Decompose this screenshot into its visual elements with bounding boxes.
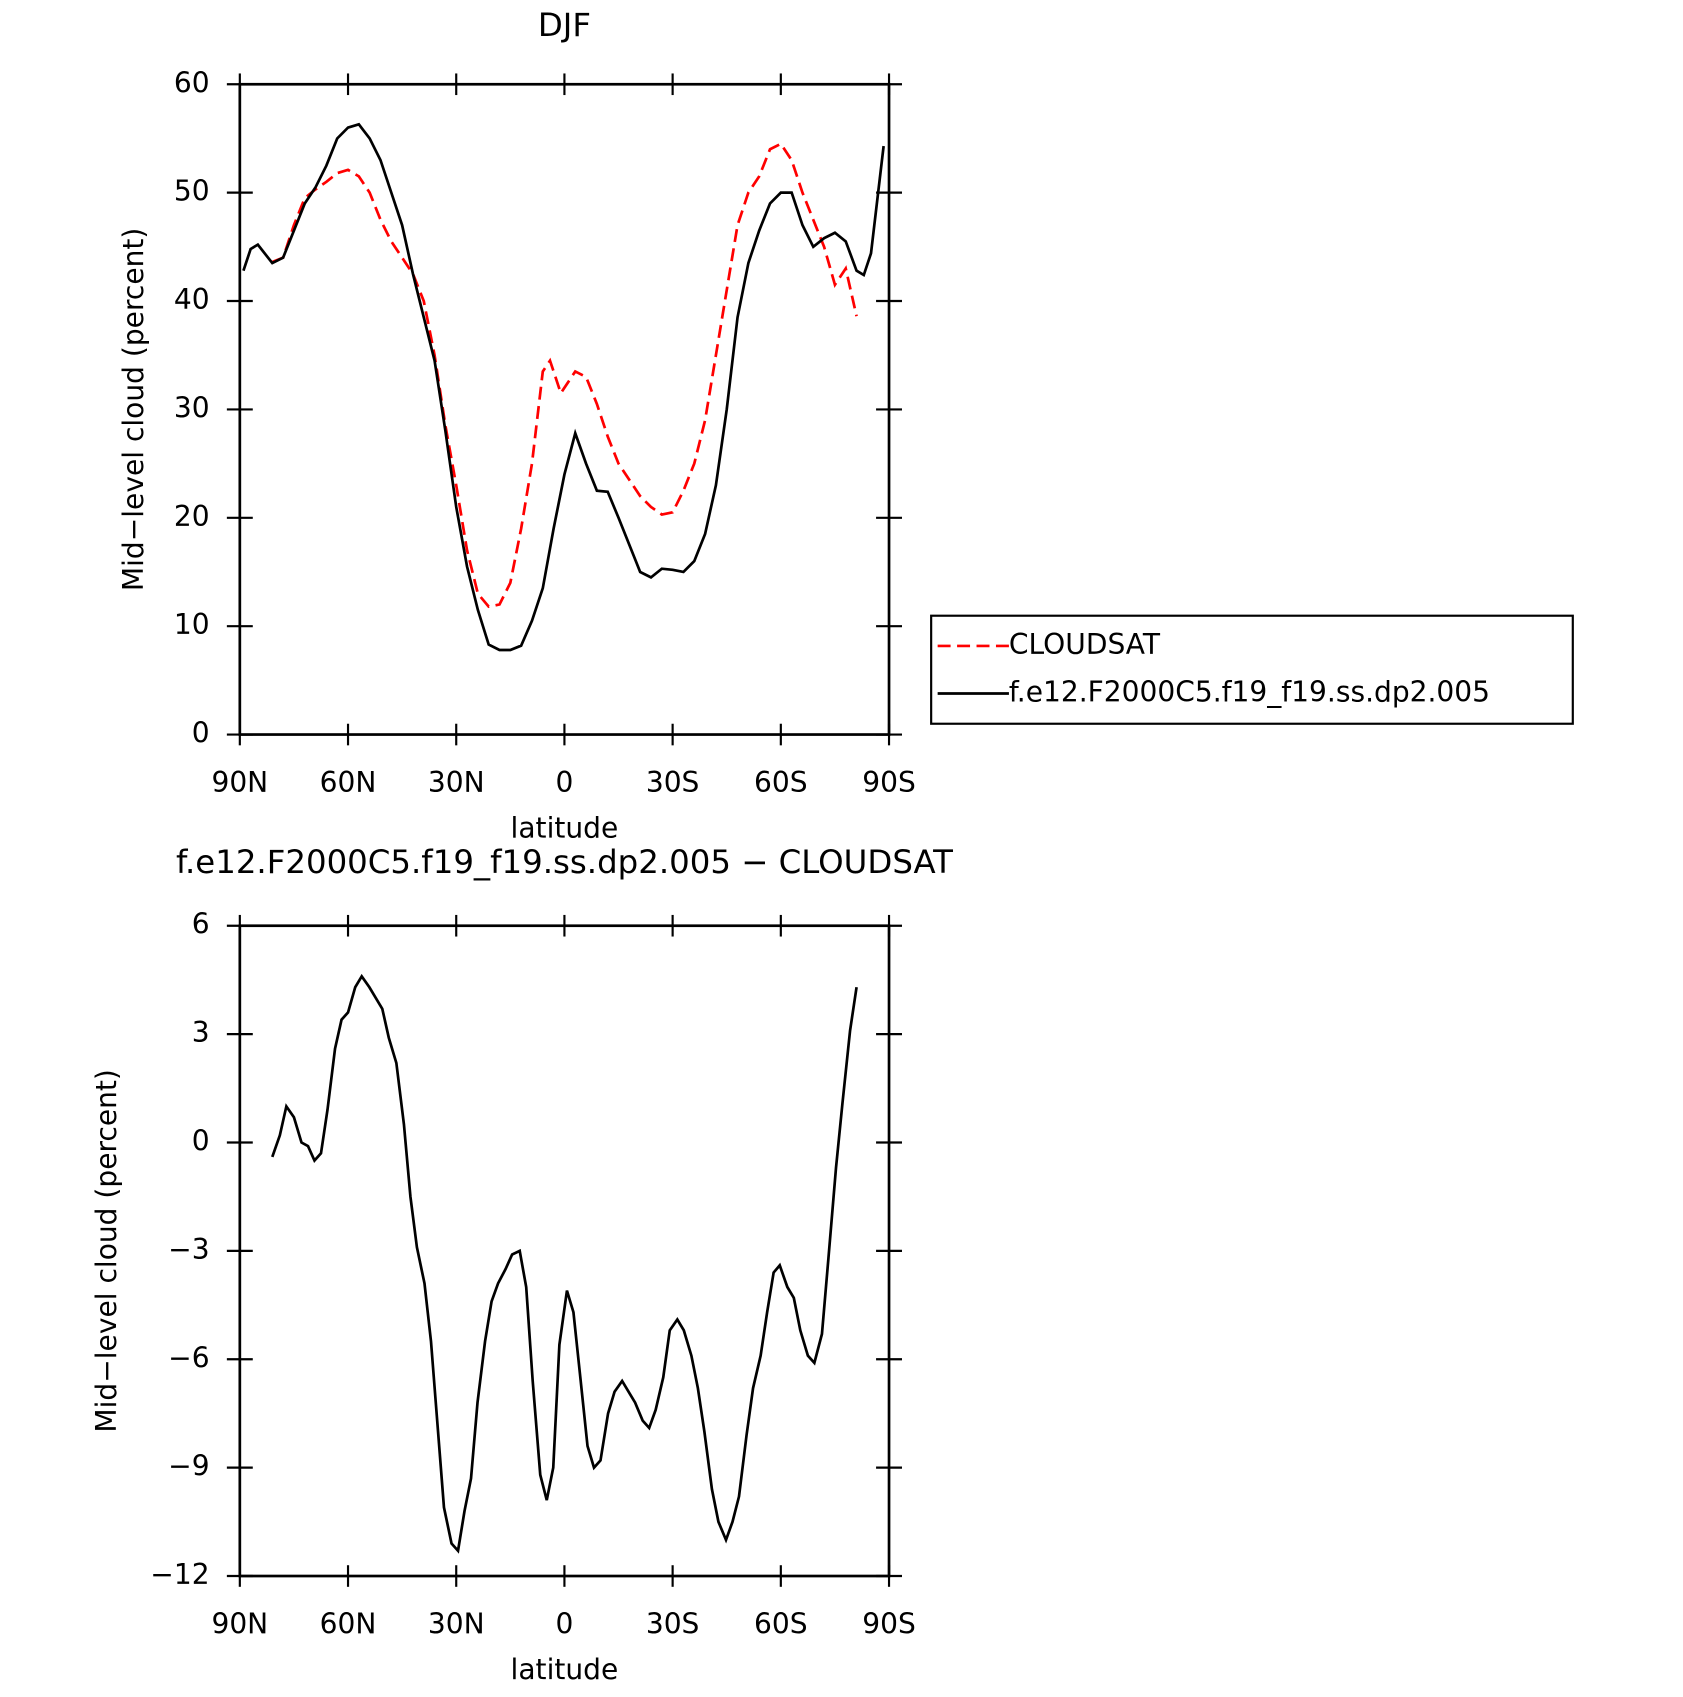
plot-frame	[238, 924, 891, 1578]
y-tick-label: 50	[174, 175, 210, 208]
y-tick-label: 40	[174, 283, 210, 316]
y-tick-label: 60	[174, 66, 210, 99]
y-axis-label: Mid−level cloud (percent)	[90, 1069, 123, 1432]
y-tick-label: 20	[174, 500, 210, 533]
legend-label: CLOUDSAT	[1009, 628, 1161, 661]
y-tick-label: 10	[174, 608, 210, 641]
x-tick-label: 0	[555, 766, 573, 799]
x-axis-label: latitude	[511, 812, 619, 845]
x-tick-label: 30N	[428, 1608, 485, 1641]
legend-box	[930, 614, 1574, 725]
x-tick-label: 30S	[646, 766, 700, 799]
x-tick-label: 90S	[862, 1608, 916, 1641]
y-tick-label: 6	[192, 908, 210, 941]
series-line	[271, 142, 858, 609]
x-tick-label: 90N	[211, 766, 268, 799]
y-tick-label: 30	[174, 391, 210, 424]
x-tick-label: 90N	[211, 1608, 268, 1641]
x-tick-label: 60N	[320, 766, 377, 799]
y-tick-label: 0	[192, 1124, 210, 1157]
y-tick-label: −9	[168, 1450, 209, 1483]
y-tick-label: 0	[192, 717, 210, 750]
x-tick-label: 60S	[754, 1608, 808, 1641]
x-tick-label: 30S	[646, 1608, 700, 1641]
y-tick-label: 3	[192, 1016, 210, 1049]
x-tick-label: 30N	[428, 766, 485, 799]
y-tick-label: −3	[168, 1233, 209, 1266]
y-tick-label: −12	[150, 1558, 209, 1591]
chart-title: f.e12.F2000C5.f19_f19.ss.dp2.005 − CLOUD…	[176, 843, 953, 881]
x-axis-label: latitude	[511, 1653, 619, 1686]
x-tick-label: 60N	[320, 1608, 377, 1641]
chart-title: DJF	[538, 6, 591, 44]
x-tick-label: 90S	[862, 766, 916, 799]
plot-frame	[238, 82, 891, 736]
series-line	[271, 973, 858, 1554]
y-tick-label: −6	[168, 1341, 209, 1374]
series-line	[242, 122, 885, 652]
y-axis-label: Mid−level cloud (percent)	[117, 228, 150, 591]
x-tick-label: 60S	[754, 766, 808, 799]
x-tick-label: 0	[555, 1608, 573, 1641]
legend-label: f.e12.F2000C5.f19_f19.ss.dp2.005	[1009, 675, 1490, 708]
